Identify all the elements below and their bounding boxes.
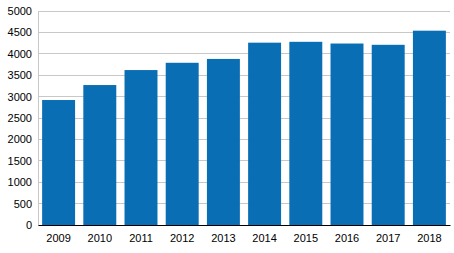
y-tick: 4500	[8, 26, 38, 38]
x-tick-label: 2016	[335, 232, 359, 244]
grid-line	[38, 11, 450, 12]
x-tick: 2018	[417, 225, 441, 244]
x-tick: 2014	[252, 225, 276, 244]
x-tick-label: 2013	[211, 232, 235, 244]
x-tick-label: 2010	[88, 232, 112, 244]
x-tick-label: 2011	[129, 232, 153, 244]
bar	[248, 43, 281, 225]
bar	[331, 44, 364, 225]
x-tick-label: 2012	[170, 232, 194, 244]
chart: 0 500 1000 1500 2000 2500 3000 3500 4000 4500 5000…	[0, 0, 454, 253]
y-tick-label: 1500	[8, 155, 32, 167]
y-tick-label: 2000	[8, 133, 32, 145]
x-tick-label: 2017	[376, 232, 400, 244]
x-tick: 2017	[376, 225, 400, 244]
bars	[42, 31, 446, 225]
y-tick: 0	[26, 219, 38, 231]
x-axis: 2009 2010 2011 2012 2013 2014 2015 2016 2017 2018	[39, 225, 451, 244]
y-tick: 2000	[8, 133, 38, 145]
y-tick-label: 3500	[8, 69, 32, 81]
y-tick: 5000	[8, 5, 38, 17]
x-tick: 2013	[211, 225, 235, 244]
x-tick-label: 2018	[417, 232, 441, 244]
x-tick-label: 2015	[294, 232, 318, 244]
y-tick-label: 4000	[8, 48, 32, 60]
y-tick: 3500	[8, 69, 38, 81]
y-tick-label: 500	[14, 198, 32, 210]
bar	[125, 70, 158, 225]
bar	[372, 45, 405, 225]
bar	[42, 100, 75, 225]
x-tick: 2011	[129, 225, 153, 244]
x-tick: 2010	[88, 225, 112, 244]
grid-line	[38, 32, 450, 33]
bar	[413, 31, 446, 225]
y-tick-label: 5000	[8, 5, 32, 17]
y-tick: 500	[14, 198, 38, 210]
x-tick: 2012	[170, 225, 194, 244]
bar	[207, 59, 240, 225]
x-tick-label: 2014	[252, 232, 276, 244]
y-tick-label: 1000	[8, 176, 32, 188]
x-tick: 2009	[46, 225, 70, 244]
y-tick-label: 4500	[8, 26, 32, 38]
x-tick-label: 2009	[46, 232, 70, 244]
y-axis: 0 500 1000 1500 2000 2500 3000 3500 4000 4500 5000	[8, 5, 39, 231]
x-axis-line	[39, 225, 451, 226]
y-tick: 4000	[8, 48, 38, 60]
y-tick-label: 3000	[8, 91, 32, 103]
y-tick: 2500	[8, 112, 38, 124]
y-axis-line	[38, 12, 39, 226]
x-tick: 2016	[335, 225, 359, 244]
x-tick: 2015	[294, 225, 318, 244]
bar	[83, 85, 116, 225]
plot-area: 0 500 1000 1500 2000 2500 3000 3500 4000 4500 5000…	[8, 5, 451, 244]
y-tick: 1000	[8, 176, 38, 188]
y-tick-label: 2500	[8, 112, 32, 124]
y-tick: 1500	[8, 155, 38, 167]
bar	[166, 63, 199, 225]
y-tick: 3000	[8, 91, 38, 103]
y-tick-label: 0	[26, 219, 32, 231]
bar	[289, 42, 322, 225]
grid	[38, 11, 450, 225]
